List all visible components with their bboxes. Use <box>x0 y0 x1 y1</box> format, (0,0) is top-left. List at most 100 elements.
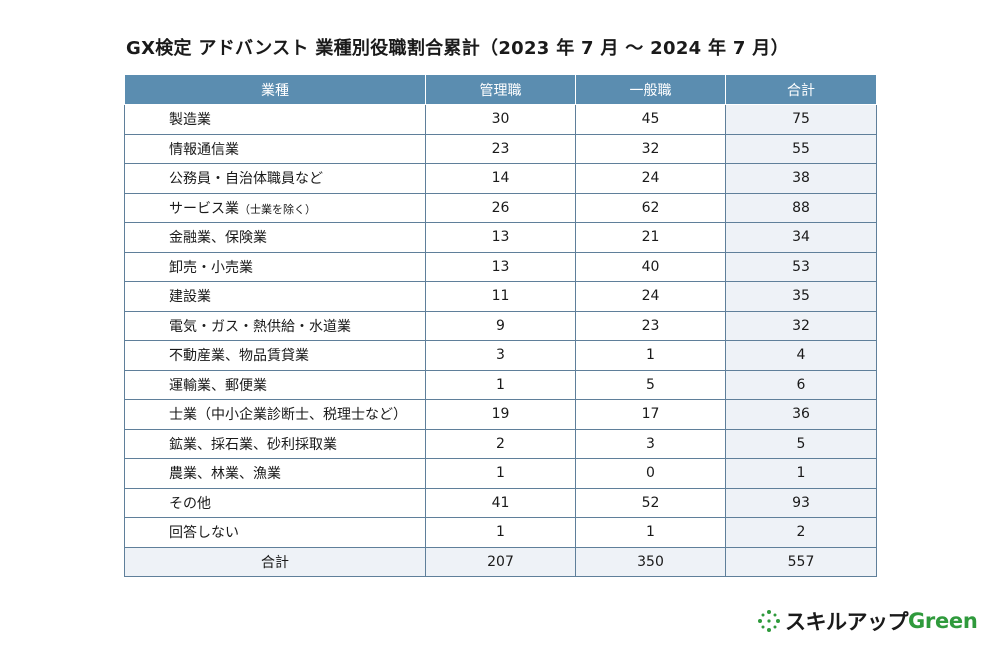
row-total: 4 <box>725 340 877 371</box>
grand-total-row: 合計 207 350 557 <box>124 546 877 577</box>
header-manager: 管理職 <box>425 74 576 105</box>
page-title: GX検定 アドバンスト 業種別役職割合累計（2023 年 7 月 〜 2024 … <box>126 38 789 59</box>
industry-note: （士業を除く） <box>239 202 316 216</box>
table-row: 情報通信業 23 32 55 <box>124 133 877 164</box>
manager-count: 41 <box>425 487 576 518</box>
general-count: 0 <box>575 458 726 489</box>
row-total: 53 <box>725 251 877 282</box>
manager-count: 26 <box>425 192 576 223</box>
table-row: 運輸業、郵便業 1 5 6 <box>124 369 877 400</box>
table-row: 回答しない 1 1 2 <box>124 517 877 548</box>
industry-label: 回答しない <box>169 525 239 542</box>
general-count: 24 <box>575 163 726 194</box>
industry-label: 建設業 <box>169 289 211 306</box>
industry-name: 不動産業、物品賃貸業 <box>124 340 426 371</box>
industry-name: 農業、林業、漁業 <box>124 458 426 489</box>
manager-count: 13 <box>425 251 576 282</box>
manager-count: 1 <box>425 517 576 548</box>
table-row: その他 41 52 93 <box>124 487 877 518</box>
industry-label: 農業、林業、漁業 <box>169 466 281 483</box>
logo-text-ja: スキルアップ <box>785 610 909 634</box>
row-total: 6 <box>725 369 877 400</box>
industry-name: 回答しない <box>124 517 426 548</box>
manager-count: 1 <box>425 369 576 400</box>
row-total: 32 <box>725 310 877 341</box>
grand-total-general: 350 <box>575 546 726 577</box>
industry-name: 金融業、保険業 <box>124 222 426 253</box>
general-count: 21 <box>575 222 726 253</box>
row-total: 75 <box>725 104 877 135</box>
industry-name: サービス業（士業を除く） <box>124 192 426 223</box>
grand-total-all: 557 <box>725 546 877 577</box>
table-header-row: 業種 管理職 一般職 合計 <box>124 74 877 105</box>
row-total: 34 <box>725 222 877 253</box>
header-general: 一般職 <box>575 74 726 105</box>
general-count: 17 <box>575 399 726 430</box>
general-count: 24 <box>575 281 726 312</box>
industry-name: 情報通信業 <box>124 133 426 164</box>
industry-label: 鉱業、採石業、砂利採取業 <box>169 436 337 453</box>
industry-label: 士業（中小企業診断士、税理士など） <box>169 407 407 424</box>
industry-label: 卸売・小売業 <box>169 259 253 276</box>
manager-count: 3 <box>425 340 576 371</box>
header-industry: 業種 <box>124 74 426 105</box>
general-count: 45 <box>575 104 726 135</box>
logo-text-en: Green <box>908 609 978 633</box>
row-total: 93 <box>725 487 877 518</box>
manager-count: 30 <box>425 104 576 135</box>
industry-name: 卸売・小売業 <box>124 251 426 282</box>
row-total: 5 <box>725 428 877 459</box>
sparkle-dots-icon <box>758 610 780 632</box>
industry-label: 製造業 <box>169 112 211 129</box>
general-count: 52 <box>575 487 726 518</box>
general-count: 62 <box>575 192 726 223</box>
brand-logo: スキルアップ Green <box>757 606 978 636</box>
industry-label: 電気・ガス・熱供給・水道業 <box>169 318 351 335</box>
manager-count: 23 <box>425 133 576 164</box>
row-total: 35 <box>725 281 877 312</box>
general-count: 23 <box>575 310 726 341</box>
row-total: 2 <box>725 517 877 548</box>
manager-count: 14 <box>425 163 576 194</box>
table-row: 金融業、保険業 13 21 34 <box>124 222 877 253</box>
industry-name: その他 <box>124 487 426 518</box>
row-total: 88 <box>725 192 877 223</box>
general-count: 40 <box>575 251 726 282</box>
header-total: 合計 <box>725 74 877 105</box>
general-count: 3 <box>575 428 726 459</box>
industry-name: 鉱業、採石業、砂利採取業 <box>124 428 426 459</box>
industry-name: 公務員・自治体職員など <box>124 163 426 194</box>
general-count: 1 <box>575 340 726 371</box>
manager-count: 2 <box>425 428 576 459</box>
table-row: 公務員・自治体職員など 14 24 38 <box>124 163 877 194</box>
general-count: 1 <box>575 517 726 548</box>
table-row: 鉱業、採石業、砂利採取業 2 3 5 <box>124 428 877 459</box>
industry-label: 不動産業、物品賃貸業 <box>169 348 309 365</box>
industry-name: 製造業 <box>124 104 426 135</box>
industry-name: 運輸業、郵便業 <box>124 369 426 400</box>
table-row: サービス業（士業を除く） 26 62 88 <box>124 192 877 223</box>
industry-name: 建設業 <box>124 281 426 312</box>
table-row: 卸売・小売業 13 40 53 <box>124 251 877 282</box>
industry-label: サービス業 <box>169 200 239 217</box>
table-row: 農業、林業、漁業 1 0 1 <box>124 458 877 489</box>
industry-label: 情報通信業 <box>169 141 239 158</box>
industry-label: 運輸業、郵便業 <box>169 377 267 394</box>
general-count: 32 <box>575 133 726 164</box>
industry-label: 公務員・自治体職員など <box>169 171 323 188</box>
row-total: 36 <box>725 399 877 430</box>
manager-count: 1 <box>425 458 576 489</box>
grand-total-manager: 207 <box>425 546 576 577</box>
table-row: 製造業 30 45 75 <box>124 104 877 135</box>
grand-total-label: 合計 <box>124 546 426 577</box>
industry-role-table: 業種 管理職 一般職 合計 製造業 30 45 75 情報通信業 23 32 5… <box>124 74 877 577</box>
table-row: 不動産業、物品賃貸業 3 1 4 <box>124 340 877 371</box>
manager-count: 19 <box>425 399 576 430</box>
industry-label: その他 <box>169 495 211 512</box>
industry-name: 士業（中小企業診断士、税理士など） <box>124 399 426 430</box>
general-count: 5 <box>575 369 726 400</box>
row-total: 38 <box>725 163 877 194</box>
manager-count: 9 <box>425 310 576 341</box>
industry-name: 電気・ガス・熱供給・水道業 <box>124 310 426 341</box>
row-total: 1 <box>725 458 877 489</box>
